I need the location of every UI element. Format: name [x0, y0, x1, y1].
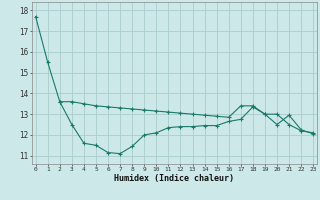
X-axis label: Humidex (Indice chaleur): Humidex (Indice chaleur) — [115, 174, 234, 183]
